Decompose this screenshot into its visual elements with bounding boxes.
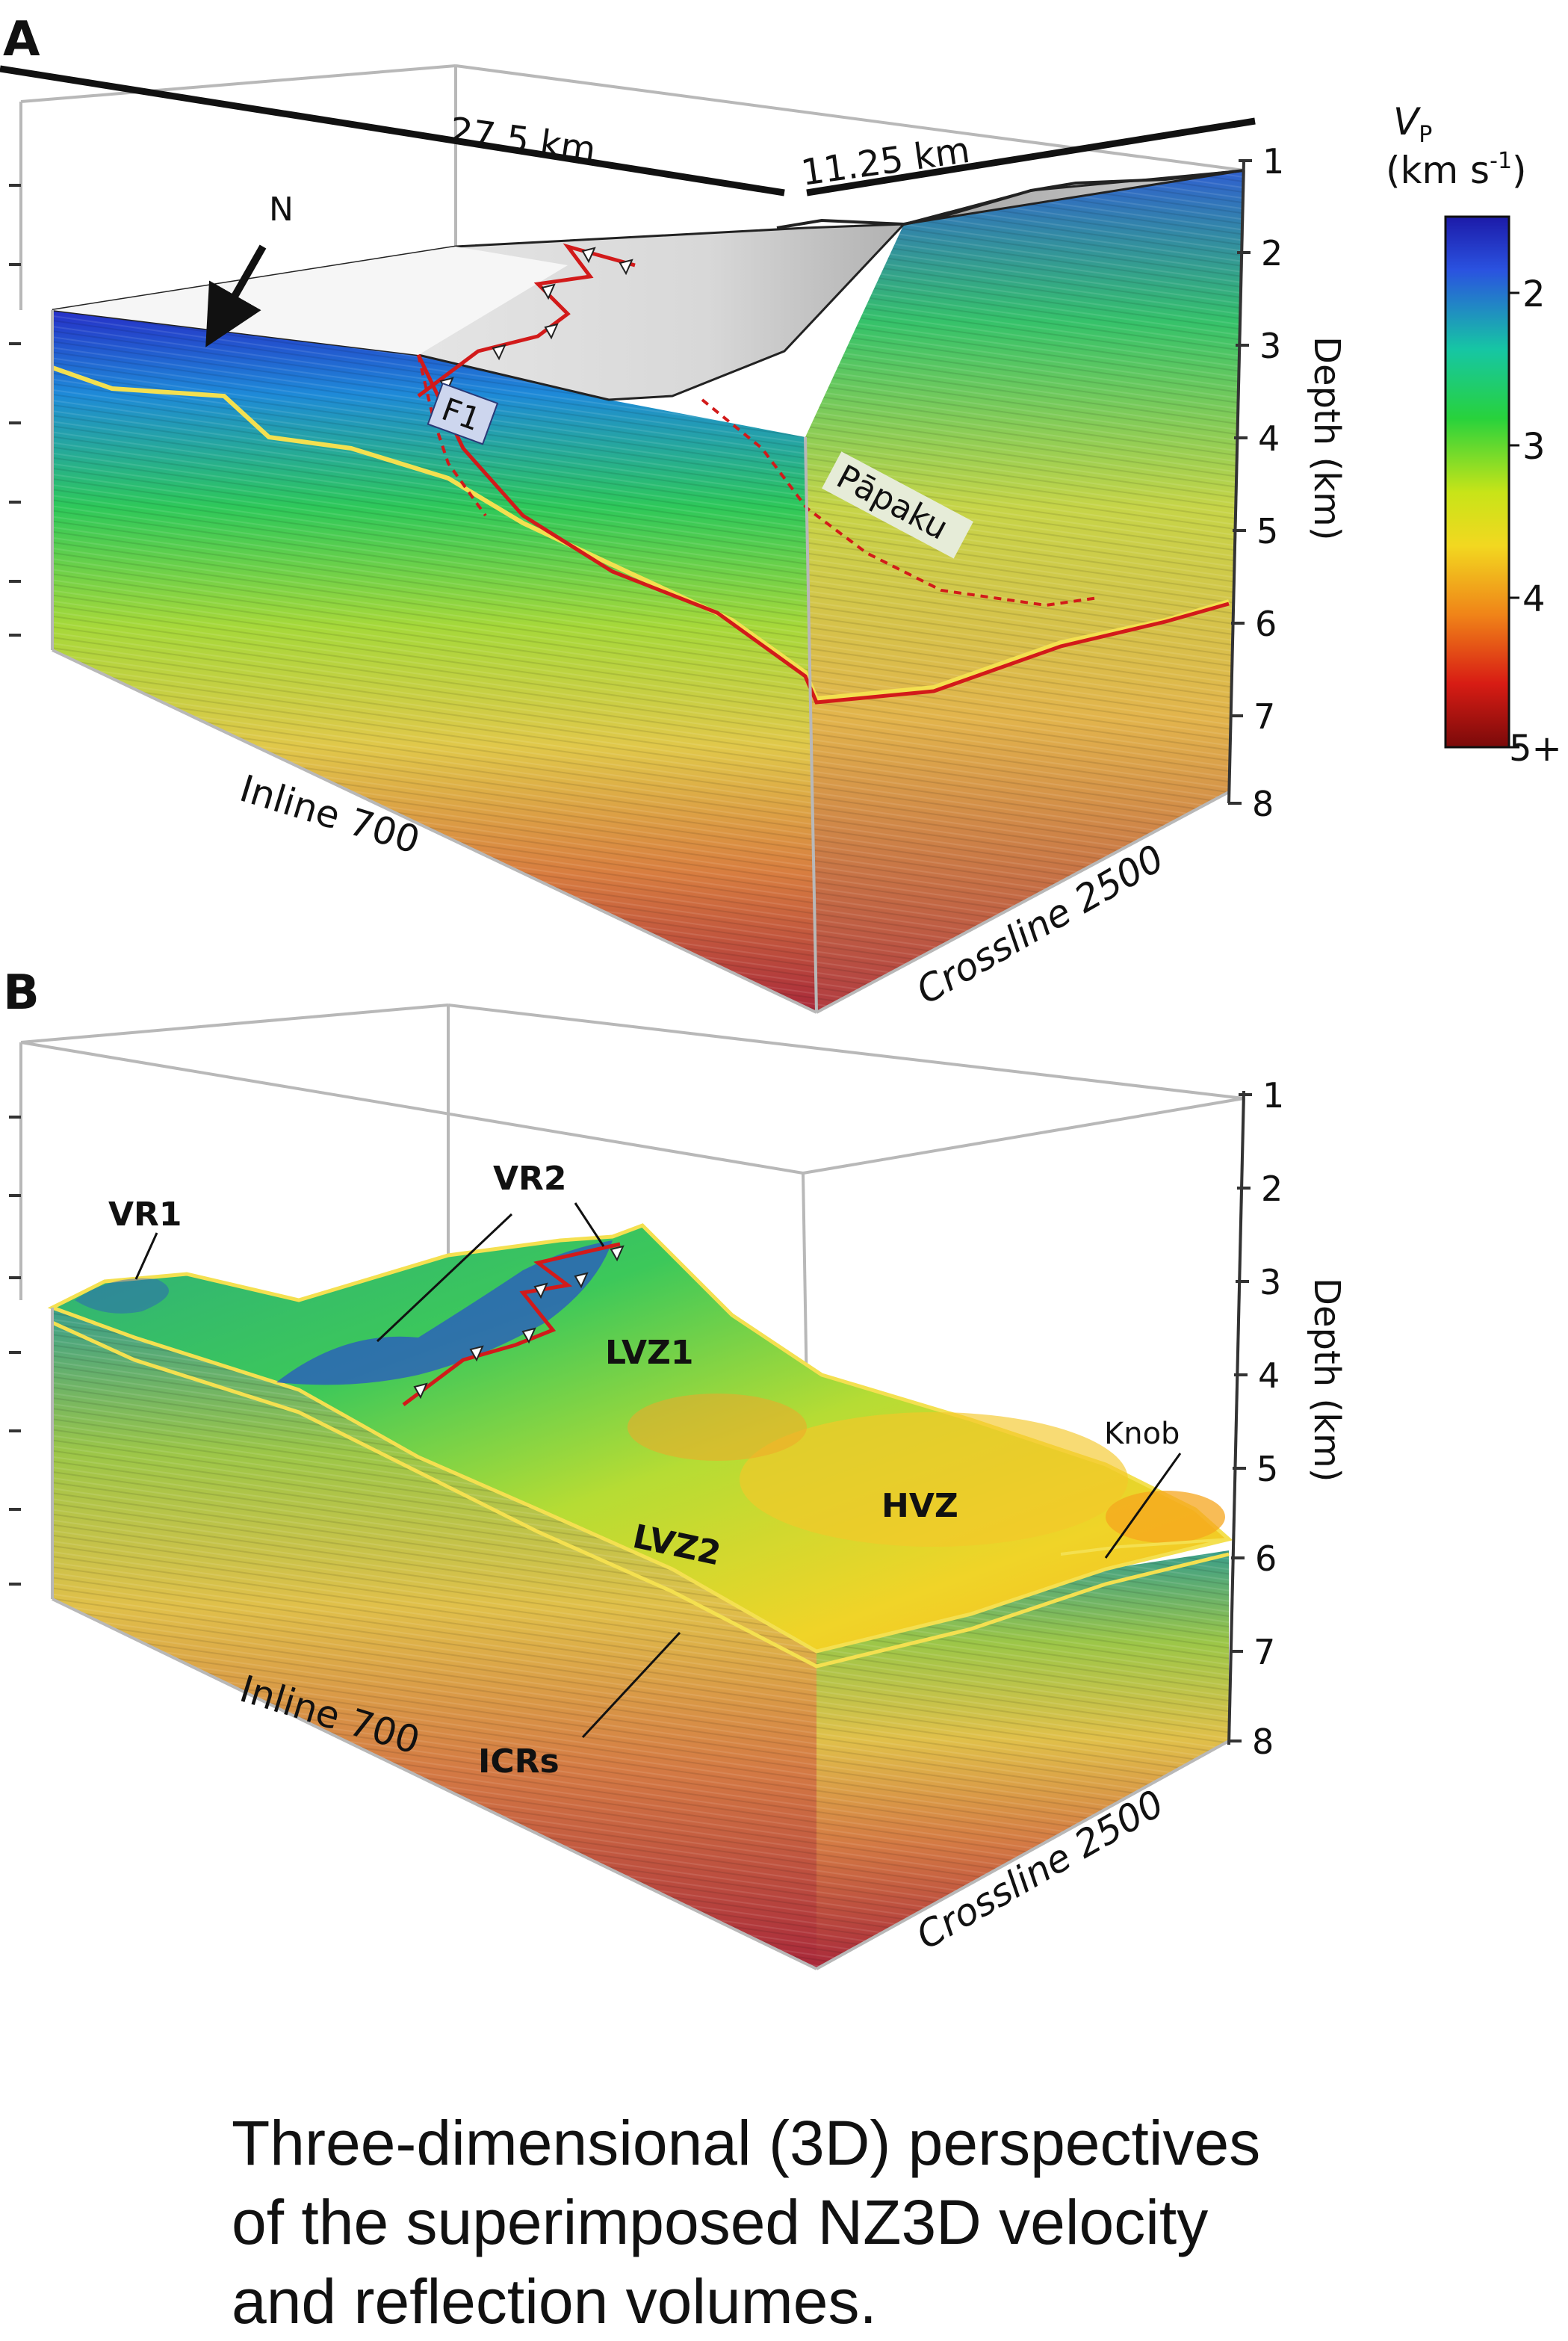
panel-b-front-edges xyxy=(51,1308,1230,1970)
colorbar-tick-3: 3 xyxy=(1522,426,1546,468)
thrust-fault-trace-b xyxy=(402,1242,621,1406)
panel-a-letter: A xyxy=(3,12,40,67)
vr2-label: VR2 xyxy=(493,1160,567,1198)
horizon-red-a xyxy=(416,353,1230,705)
thrust-teeth-b xyxy=(413,1245,625,1400)
depth-tick-b-3: 3 xyxy=(1259,1262,1281,1302)
vr-ridge-blue xyxy=(276,1240,613,1385)
caption-line-3: and reflection volumes. xyxy=(232,2266,877,2337)
horizon-yellow-a xyxy=(52,365,1230,702)
colorbar-unit-exp: -1 xyxy=(1490,148,1512,174)
panel-a-front-edges xyxy=(51,310,1230,1014)
depth-tick-a-3: 3 xyxy=(1259,326,1281,366)
colorbar-tick-2: 2 xyxy=(1522,273,1546,315)
colorbar-tick-4: 4 xyxy=(1522,578,1546,620)
colorbar-symbol: V xyxy=(1393,100,1422,143)
colorbar-tick-5plus: 5+ xyxy=(1509,728,1562,770)
seabed-flat-plain xyxy=(52,247,568,355)
depth-tick-a-7: 7 xyxy=(1254,696,1275,737)
panel-b-letter: B xyxy=(3,965,40,1021)
colorbar-title: VP xyxy=(1393,100,1432,148)
thrust-fault-trace-a xyxy=(417,243,636,398)
colorbar: VP (km s-1) 2 3 4 5+ xyxy=(1386,100,1562,770)
inline-700-texture xyxy=(52,310,816,1012)
dim-line-crossline xyxy=(806,117,1256,197)
depth-axis-a: 1 2 3 4 5 6 7 8 Depth (km) xyxy=(1227,141,1348,824)
colorbar-subscript: P xyxy=(1419,122,1432,148)
inline-700-texture-b xyxy=(52,1308,816,1969)
depth-tick-a-8: 8 xyxy=(1252,784,1274,824)
knob-patch xyxy=(1106,1491,1225,1543)
horizon-yellow-b xyxy=(51,1320,1230,1669)
depth-tick-b-4: 4 xyxy=(1258,1355,1280,1396)
depth-tick-a-2: 2 xyxy=(1261,233,1283,273)
lvz1-label: LVZ1 xyxy=(605,1334,694,1372)
icrs-label: ICRs xyxy=(478,1742,560,1781)
panel-a: A xyxy=(0,12,1348,1014)
depth-tick-b-6: 6 xyxy=(1255,1538,1277,1579)
depth-tick-b-5: 5 xyxy=(1256,1449,1278,1489)
depth-tick-a-1: 1 xyxy=(1262,141,1284,182)
depth-tick-b-7: 7 xyxy=(1254,1632,1275,1672)
hvz-patch xyxy=(740,1412,1128,1547)
north-arrow: N xyxy=(205,191,294,347)
depth-tick-b-2: 2 xyxy=(1261,1169,1283,1209)
dim-line-inline xyxy=(0,65,785,197)
depth-tick-a-4: 4 xyxy=(1258,418,1280,459)
depth-axis-title-b: Depth (km) xyxy=(1306,1278,1348,1482)
north-label: N xyxy=(269,191,294,229)
north-arrow-shaft-icon xyxy=(205,244,267,347)
figure-canvas: A xyxy=(0,12,1562,1970)
vr1-label: VR1 xyxy=(108,1196,182,1234)
crossline-2500-texture-b xyxy=(816,1550,1229,1969)
panel-b: B xyxy=(3,965,1348,1970)
f1-label-box: F1 xyxy=(427,382,499,445)
vr1-patch xyxy=(75,1278,169,1314)
depth-axis-b: 1 2 3 4 5 6 7 8 Depth (km) xyxy=(1227,1075,1348,1762)
figure-caption: Three-dimensional (3D) perspectives of t… xyxy=(232,2103,1539,2341)
knob-label: Knob xyxy=(1104,1417,1180,1451)
orange-patch xyxy=(627,1394,807,1461)
depth-tick-a-6: 6 xyxy=(1255,604,1277,644)
knob-outline xyxy=(1060,1538,1230,1556)
colorbar-unit: (km s-1) xyxy=(1386,148,1527,192)
f1-trace-dashed xyxy=(417,354,487,517)
depth-axis-title-a: Depth (km) xyxy=(1306,336,1348,540)
hvz-label: HVZ xyxy=(881,1487,958,1525)
panel-a-left-ticks xyxy=(9,184,21,637)
panel-b-leaders xyxy=(134,1202,1182,1739)
seabed-ridge-outline xyxy=(776,169,1245,229)
caption-line-1: Three-dimensional (3D) perspectives xyxy=(232,2108,1261,2178)
dim-label-inline: 27.5 km xyxy=(447,109,598,171)
caption-line-2: of the superimposed NZ3D velocity xyxy=(232,2187,1209,2257)
crossline-2500-texture xyxy=(805,170,1244,1012)
dim-label-crossline: 11.25 km xyxy=(799,129,973,194)
colorbar-ramp xyxy=(1444,215,1510,749)
depth-tick-a-5: 5 xyxy=(1256,511,1278,551)
depth-tick-b-8: 8 xyxy=(1252,1722,1274,1762)
panel-b-left-ticks xyxy=(9,1116,21,1586)
depth-tick-b-1: 1 xyxy=(1262,1075,1284,1116)
